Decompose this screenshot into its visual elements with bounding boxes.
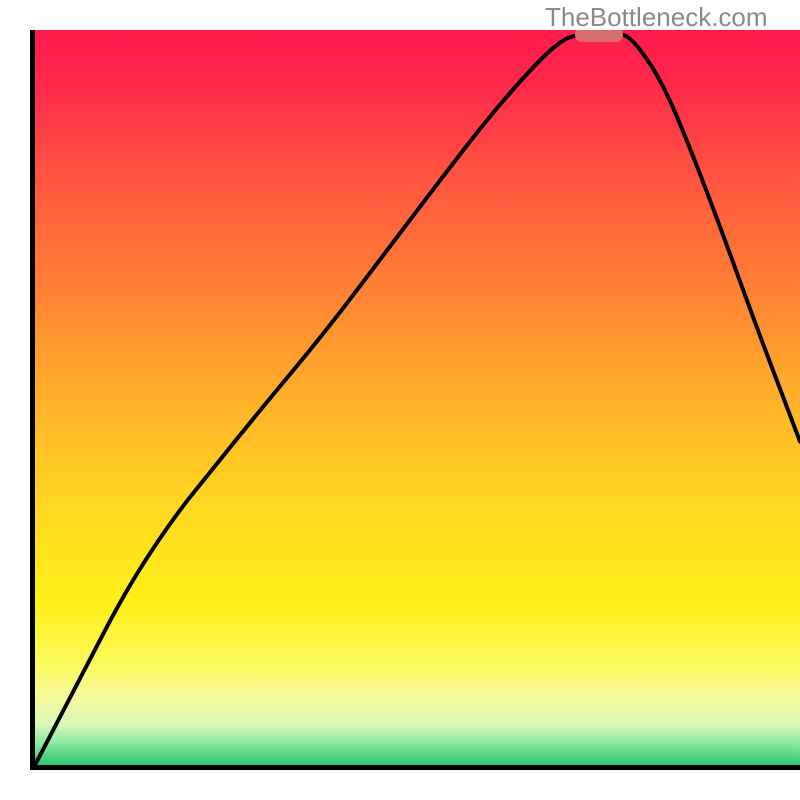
bottleneck-chart: TheBottleneck.com [0,0,800,800]
watermark-text: TheBottleneck.com [545,2,768,33]
plot-area [30,30,800,770]
bottleneck-curve [35,30,800,765]
